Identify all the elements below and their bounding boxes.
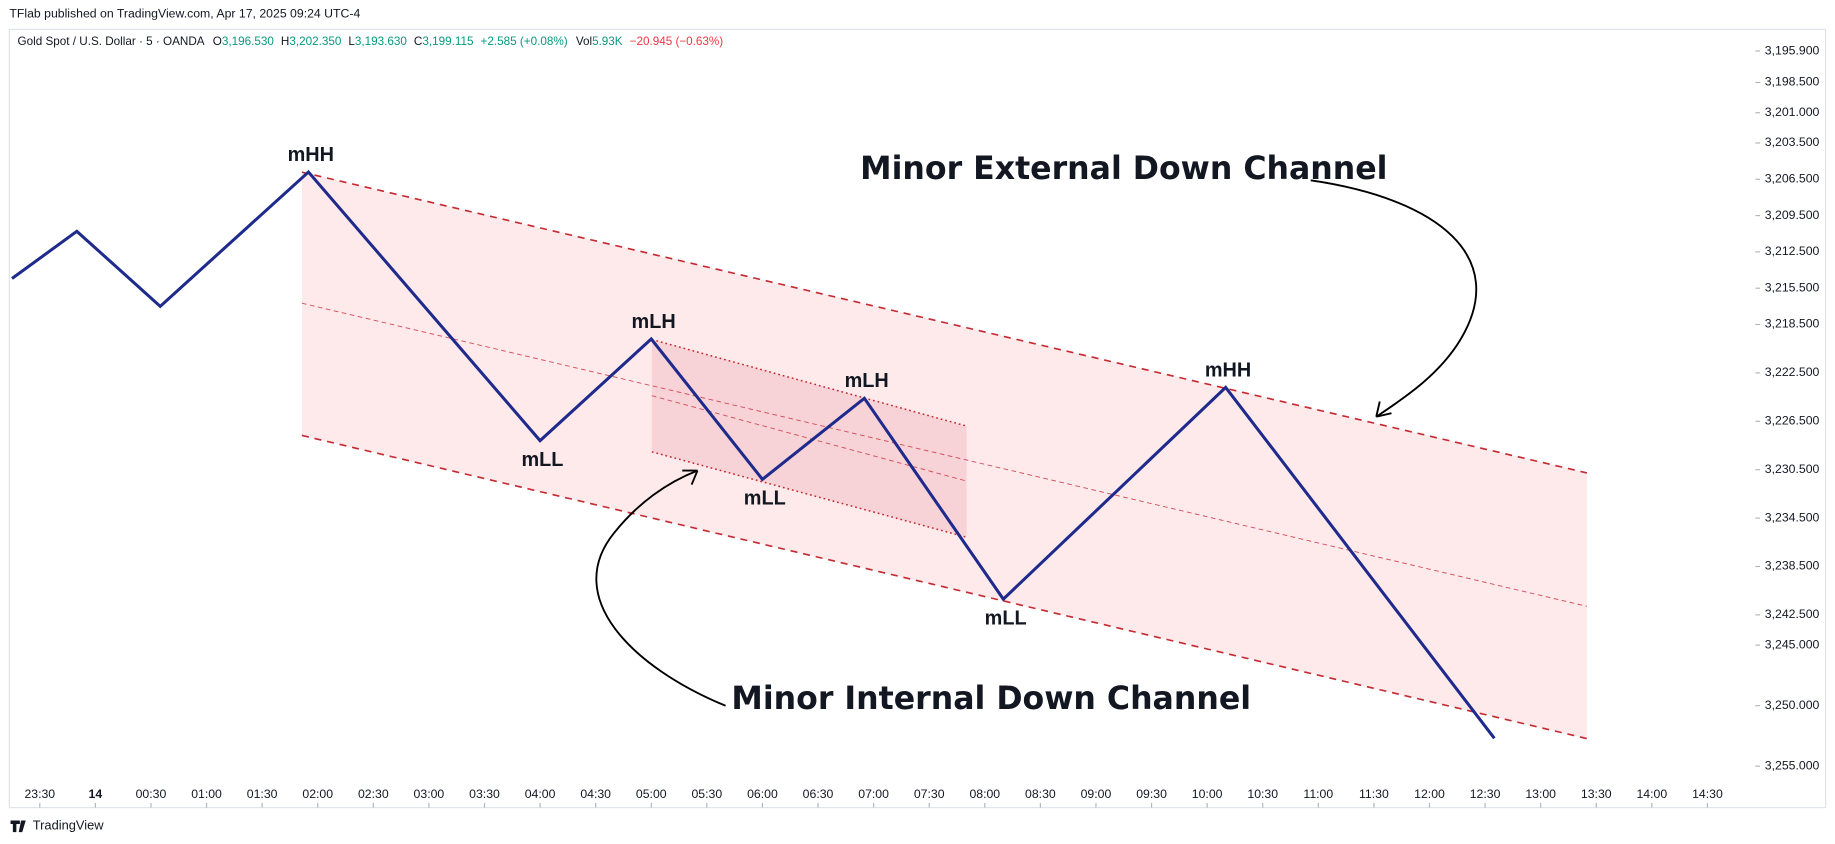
quote-value: 3,202.350 [289,35,341,48]
y-tick-label: 3,226.500 [1765,414,1820,428]
quote-value: 3,193.630 [355,35,407,48]
y-tick-label: 3,222.500 [1765,365,1820,379]
annotation: Minor External Down Channel [860,151,1387,187]
x-tick-label: 11:30 [1359,787,1389,801]
x-tick-label: 09:30 [1136,787,1167,801]
x-tick-label: 06:00 [747,787,778,801]
pivot-label: mLH [845,370,889,392]
arrowhead-external [1375,401,1392,418]
y-tick-label: 3,242.500 [1765,607,1820,621]
x-tick-label: 13:00 [1525,787,1556,801]
x-tick-label: 23:30 [24,787,55,801]
y-tick-label: 3,218.500 [1765,317,1820,331]
internal-channel-mid [651,395,967,482]
y-tick-label: 3,245.000 [1765,637,1820,651]
external-channel-upper [301,171,1588,474]
quote-key: L [348,35,355,48]
quote-key: O [213,35,222,48]
volume-change: −20.945 (−0.63%) [630,35,724,48]
x-tick-label: 10:30 [1247,787,1278,801]
external-channel-lower [301,434,1588,740]
y-tick-label: 3,255.000 [1765,758,1820,772]
x-tick-label: 01:30 [247,787,278,801]
x-tick-label: 00:30 [136,787,167,801]
x-tick-label: 01:00 [191,787,222,801]
arrowhead-internal [682,469,699,485]
change: +2.585 (+0.08%) [481,35,568,48]
volume-key: Vol [576,35,592,48]
y-tick-label: 3,206.500 [1765,172,1820,186]
volume-value: 5.93K [592,35,623,48]
x-tick-label: 03:00 [414,787,445,801]
pivot-label: mHH [288,144,334,166]
x-tick-label: 05:00 [636,787,667,801]
x-tick-label: 12:30 [1470,787,1501,801]
brand: TradingView [33,818,104,833]
x-tick-label: 13:30 [1581,787,1612,801]
y-tick-label: 3,201.000 [1765,105,1820,119]
arrow-external [1310,179,1478,418]
external-channel-fill [301,172,1587,739]
x-tick-label: 12:00 [1414,787,1445,801]
annotation: Minor Internal Down Channel [731,681,1251,717]
symbol-legend: Gold Spot / U.S. Dollar · 5 · OANDA O3,19… [18,35,724,48]
x-tick-label: 03:30 [469,787,500,801]
pivot-label: mLH [632,311,676,333]
external-channel-mid [301,302,1588,607]
x-tick-label: 09:00 [1081,787,1112,801]
x-tick-label: 10:00 [1192,787,1223,801]
x-tick-label: 04:00 [525,787,556,801]
x-tick-label: 11:00 [1303,787,1333,801]
x-tick-label: 06:30 [803,787,834,801]
quote-value: 3,196.530 [222,35,274,48]
publisher: TFlab published on TradingView.com, Apr … [9,6,360,20]
x-tick-label: 02:00 [302,787,333,801]
quote-value: 3,199.115 [422,35,474,48]
y-tick-label: 3,198.500 [1765,75,1820,89]
y-tick-label: 3,250.000 [1765,698,1820,712]
arrow-internal [595,469,726,707]
x-tick-label: 14:00 [1636,787,1667,801]
x-tick-label: 08:00 [969,787,1000,801]
internal-channel-upper [651,338,967,427]
y-tick-label: 3,195.900 [1765,43,1820,57]
pivot-label: mHH [1205,359,1251,381]
chart-frame [8,28,1827,809]
pivot-label: mLL [521,449,563,471]
x-tick-label: 07:30 [914,787,945,801]
x-tick-label: 14 [89,787,103,801]
y-tick-label: 3,238.500 [1765,559,1820,573]
quote-key: H [281,35,289,48]
x-tick-label: 14:30 [1692,787,1723,801]
y-tick-label: 3,215.500 [1765,280,1820,294]
x-tick-label: 07:00 [858,787,889,801]
brand-logo [10,820,26,833]
symbol: Gold Spot / U.S. Dollar · 5 · OANDA [18,35,205,48]
quote-key: C [414,35,422,48]
x-tick-label: 02:30 [358,787,389,801]
x-tick-label: 08:30 [1025,787,1056,801]
y-tick-label: 3,212.500 [1765,244,1820,258]
y-tick-label: 3,234.500 [1765,510,1820,524]
y-tick-label: 3,230.500 [1765,462,1820,476]
y-tick-label: 3,203.500 [1765,135,1820,149]
pivot-label: mLL [744,488,786,510]
internal-channel-lower [651,451,967,539]
x-tick-label: 05:30 [691,787,722,801]
x-tick-label: 04:30 [580,787,611,801]
price-line [11,169,1496,740]
pivot-label: mLL [985,607,1027,629]
internal-channel-fill [651,339,967,538]
y-tick-label: 3,209.500 [1765,208,1820,222]
